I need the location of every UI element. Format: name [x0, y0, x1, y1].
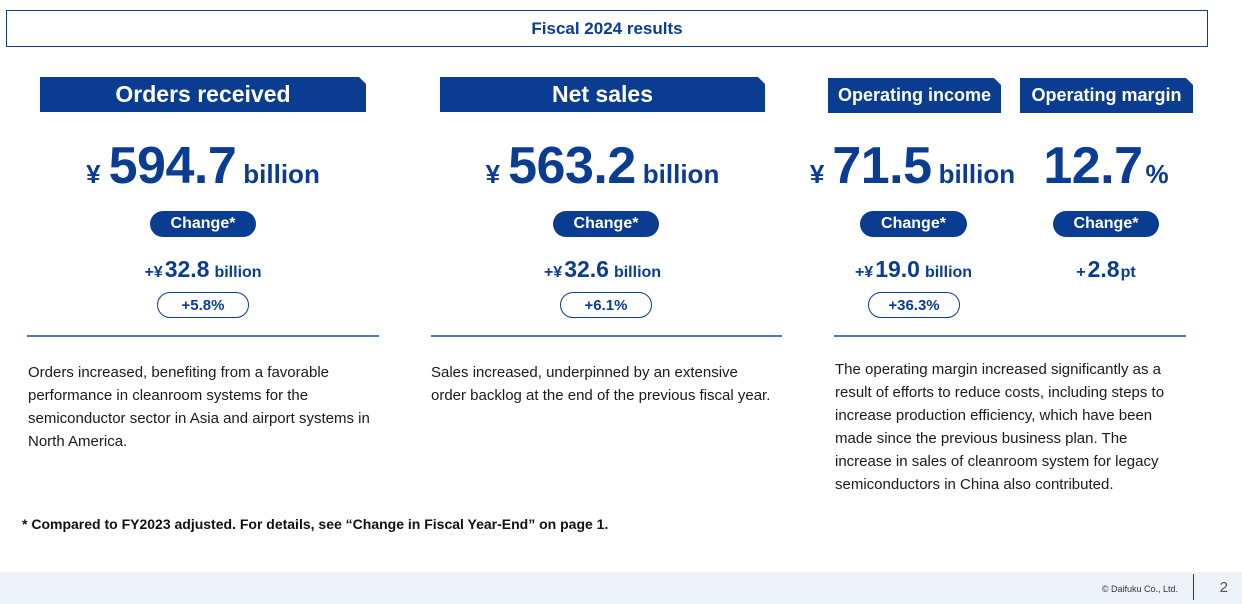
metric-unit: billion — [243, 159, 320, 189]
orders-received-description: Orders increased, benefiting from a favo… — [28, 364, 370, 450]
change-badge: Change* — [1053, 211, 1159, 237]
column-divider — [834, 335, 1186, 337]
operating-income-value: ¥ 71.5 billion — [800, 136, 1025, 196]
delta-unit: billion — [214, 264, 262, 281]
operating-income-heading: Operating income — [828, 78, 1001, 113]
footer-divider — [1192, 574, 1194, 600]
delta-sign: +¥ — [854, 264, 874, 281]
change-badge: Change* — [860, 211, 967, 237]
change-badge: Change* — [553, 211, 659, 237]
delta-sign: +¥ — [543, 264, 563, 281]
metric-number: 594.7 — [108, 137, 237, 195]
metric-unit: billion — [938, 159, 1016, 189]
net-sales-heading: Net sales — [440, 77, 765, 112]
page-number: 2 — [1219, 579, 1228, 596]
currency-symbol: ¥ — [86, 159, 101, 189]
currency-symbol: ¥ — [485, 159, 501, 189]
orders-received-change-percent: +5.8% — [157, 292, 249, 318]
delta-unit: pt — [1120, 264, 1136, 281]
net-sales-change-percent: +6.1% — [560, 292, 652, 318]
metric-number: 12.7 — [1043, 137, 1143, 195]
orders-received-change: +¥ 32.8 billion — [40, 256, 366, 283]
operating-margin-change: + 2.8 pt — [1030, 256, 1182, 283]
metric-number: 71.5 — [832, 137, 932, 195]
change-badge: Change* — [150, 211, 256, 237]
orders-received-heading: Orders received — [40, 77, 366, 112]
delta-sign: + — [1076, 264, 1086, 281]
operating-income-change-percent: +36.3% — [868, 292, 960, 318]
orders-received-value: ¥ 594.7 billion — [40, 136, 366, 196]
delta-number: 32.8 — [164, 256, 210, 282]
operating-income-description: The operating margin increased significa… — [835, 361, 1165, 493]
column-divider — [431, 335, 782, 337]
net-sales-description: Sales increased, underpinned by an exten… — [431, 364, 771, 404]
metric-unit: % — [1145, 159, 1169, 189]
copyright: © Daifuku Co., Ltd. — [1101, 584, 1178, 594]
currency-symbol: ¥ — [809, 159, 825, 189]
delta-sign: +¥ — [144, 264, 163, 281]
net-sales-change: +¥ 32.6 billion — [440, 256, 765, 283]
net-sales-value: ¥ 563.2 billion — [440, 136, 765, 196]
metric-number: 563.2 — [508, 137, 636, 195]
operating-margin-value: 12.7 % — [1030, 136, 1182, 196]
delta-unit: billion — [924, 264, 973, 281]
page-footer: © Daifuku Co., Ltd. 2 — [0, 572, 1242, 604]
metric-unit: billion — [642, 159, 720, 189]
section-title: Fiscal 2024 results — [6, 10, 1208, 47]
footnote: * Compared to FY2023 adjusted. For detai… — [22, 516, 609, 532]
delta-number: 32.6 — [564, 256, 609, 282]
delta-unit: billion — [613, 264, 662, 281]
column-divider — [27, 335, 379, 337]
delta-number: 19.0 — [875, 256, 920, 282]
operating-income-change: +¥ 19.0 billion — [810, 256, 1017, 283]
delta-number: 2.8 — [1087, 256, 1120, 282]
operating-margin-heading: Operating margin — [1020, 78, 1193, 113]
